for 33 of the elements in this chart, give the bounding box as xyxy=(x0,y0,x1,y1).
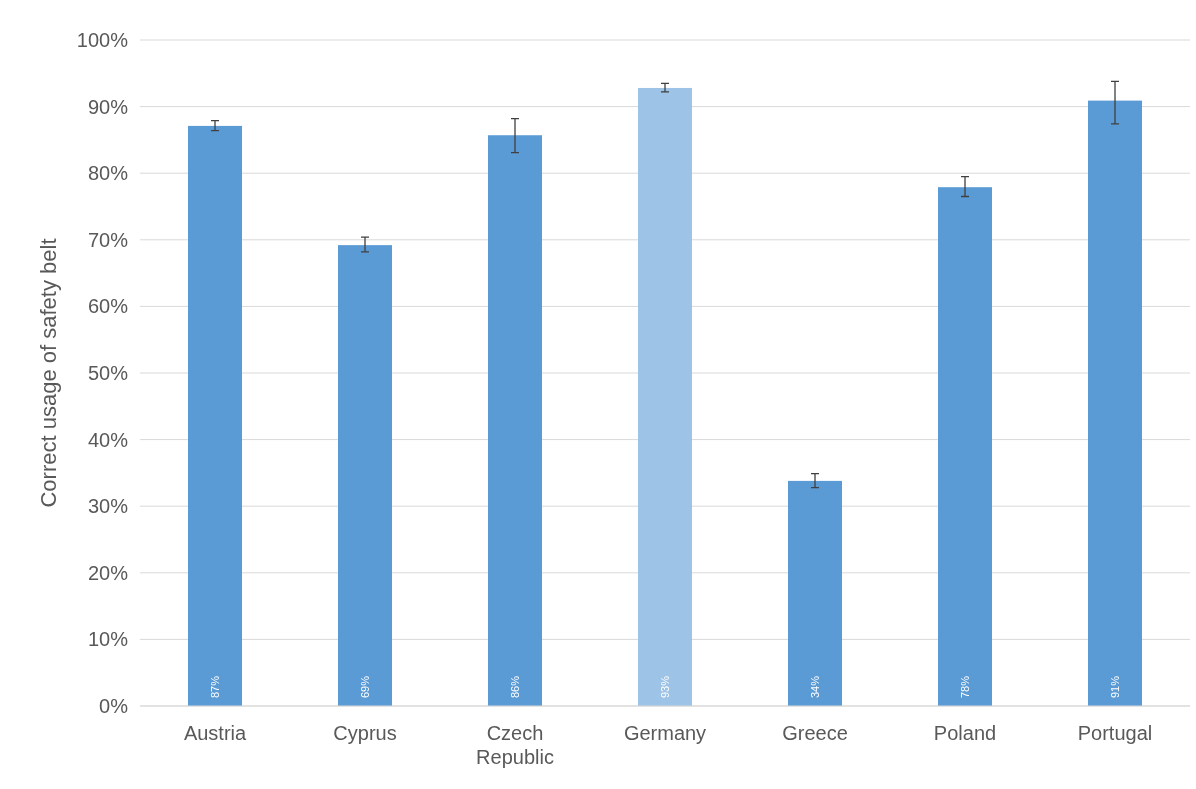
bar xyxy=(938,187,992,706)
data-label: 86% xyxy=(509,675,521,698)
y-tick-label: 90% xyxy=(87,95,129,118)
bar xyxy=(638,87,692,706)
y-tick-label: 10% xyxy=(87,628,129,651)
data-label: 78% xyxy=(959,675,971,698)
data-label: 34% xyxy=(809,675,821,698)
data-label: 69% xyxy=(359,675,371,698)
x-tick-label: Poland xyxy=(933,722,997,745)
y-tick-label: 70% xyxy=(87,228,129,251)
y-tick-label: 30% xyxy=(87,495,129,518)
y-tick-label: 20% xyxy=(87,561,129,584)
y-tick-label: 40% xyxy=(87,428,129,451)
bar xyxy=(338,245,392,706)
bar xyxy=(488,135,542,706)
y-tick-label: 50% xyxy=(87,361,129,384)
bar xyxy=(1088,100,1142,706)
y-axis-title: Correct usage of safety belt xyxy=(36,238,61,508)
x-tick-label: Austria xyxy=(183,722,247,745)
bar xyxy=(788,480,842,706)
y-tick-label: 0% xyxy=(99,694,129,717)
data-label: 87% xyxy=(209,675,221,698)
bar xyxy=(188,125,242,706)
x-tick-label: Greece xyxy=(782,722,848,745)
x-tick-label: Portugal xyxy=(1077,722,1153,745)
x-tick-label: Cyprus xyxy=(333,722,397,745)
x-tick-label: Czech Republic xyxy=(476,722,554,769)
data-label: 91% xyxy=(1109,675,1121,698)
y-tick-label: 80% xyxy=(87,162,129,185)
y-tick-label: 60% xyxy=(87,295,129,318)
data-label: 93% xyxy=(659,675,671,698)
x-tick-label: Germany xyxy=(623,722,707,745)
y-tick-label: 100% xyxy=(76,28,129,51)
